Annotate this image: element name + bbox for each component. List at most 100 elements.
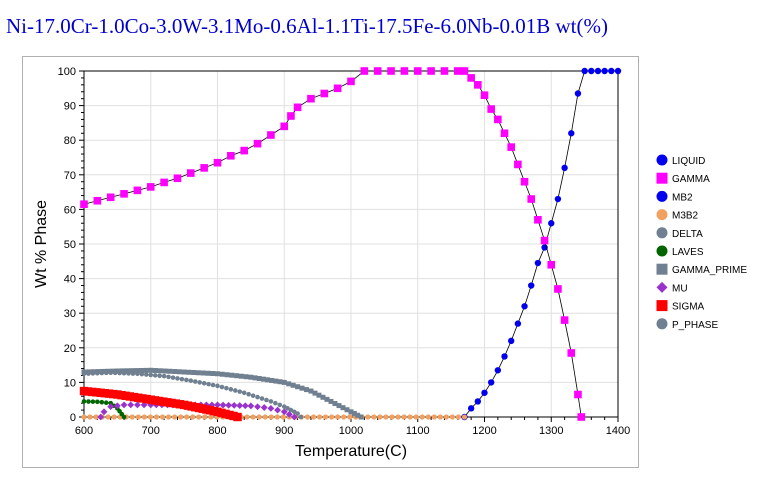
legend-marker-square bbox=[656, 172, 668, 184]
data-point-gamma bbox=[240, 146, 248, 155]
y-tick-labels: 0 10 20 30 40 50 60 70 80 90 100 bbox=[58, 66, 76, 424]
data-point-delta bbox=[170, 375, 176, 380]
x-tick-label: 1100 bbox=[406, 425, 430, 437]
data-point-sigma bbox=[233, 412, 242, 422]
data-point-delta bbox=[298, 414, 304, 420]
y-tick-label: 80 bbox=[64, 135, 76, 147]
data-point-m3b2 bbox=[208, 414, 214, 420]
data-point-gamma-prime bbox=[332, 401, 338, 407]
data-point-gamma bbox=[427, 67, 435, 75]
data-point-mu bbox=[267, 404, 275, 412]
data-point-m3b2 bbox=[347, 414, 353, 420]
data-point-gamma-prime bbox=[138, 367, 144, 373]
data-point-mu bbox=[241, 402, 249, 410]
legend-item-delta: DELTA bbox=[656, 227, 703, 240]
data-point-gamma-prime bbox=[316, 392, 322, 398]
data-point-delta bbox=[210, 382, 216, 388]
data-point-mu bbox=[140, 401, 148, 409]
y-tick-label: 90 bbox=[64, 101, 76, 113]
x-tick-label: 800 bbox=[208, 425, 226, 437]
data-point-gamma bbox=[534, 215, 542, 224]
data-point-mu bbox=[274, 406, 281, 414]
data-point-gamma-prime bbox=[320, 394, 326, 400]
data-point-mu bbox=[247, 402, 255, 410]
data-point-gamma bbox=[413, 67, 422, 75]
data-point-m3b2 bbox=[141, 414, 147, 420]
data-point-gamma bbox=[347, 77, 355, 86]
data-point-m3b2 bbox=[274, 414, 280, 420]
data-point-gamma-prime bbox=[215, 371, 220, 377]
data-point-gamma bbox=[567, 349, 576, 357]
data-point-delta bbox=[215, 383, 220, 389]
data-point-liquid bbox=[548, 220, 555, 227]
data-point-gamma bbox=[120, 190, 128, 198]
data-point-gamma bbox=[494, 115, 502, 124]
data-point-gamma-prime bbox=[210, 371, 216, 377]
legend-marker-diamond bbox=[656, 281, 668, 293]
x-tick-label: 1300 bbox=[539, 425, 563, 437]
data-point-liquid bbox=[588, 67, 595, 75]
data-point-gamma-prime bbox=[114, 368, 120, 374]
data-point-gamma bbox=[293, 103, 302, 112]
data-point-liquid bbox=[614, 67, 622, 75]
data-point-gamma-prime bbox=[205, 370, 211, 376]
data-point-laves bbox=[81, 399, 87, 404]
legend-item-laves: LAVES bbox=[656, 245, 704, 258]
y-tick-label: 40 bbox=[64, 274, 76, 286]
data-point-gamma-prime bbox=[148, 367, 154, 373]
legend-item-sigma: SIGMA bbox=[656, 300, 705, 313]
data-point-mu bbox=[113, 402, 121, 410]
data-point-m3b2 bbox=[371, 414, 377, 420]
data-point-gamma bbox=[514, 160, 522, 169]
data-point-delta bbox=[250, 393, 256, 398]
data-point-m3b2 bbox=[322, 414, 329, 420]
data-point-liquid bbox=[494, 367, 502, 374]
data-point-liquid bbox=[508, 337, 515, 345]
legend-label: SIGMA bbox=[672, 302, 705, 313]
x-tick-label: 600 bbox=[75, 425, 93, 437]
y-tick-label: 60 bbox=[64, 204, 76, 216]
data-point-delta bbox=[268, 399, 274, 404]
data-point-liquid bbox=[481, 389, 488, 396]
data-point-gamma-prime bbox=[81, 369, 87, 375]
legend-item-gamma-prime: GAMMA_PRIME bbox=[656, 263, 747, 276]
chart-frame: 600 700 800 900 1000 1100 1200 1300 1400 0 10 20 30… bbox=[22, 56, 639, 468]
y-tick-label: 70 bbox=[64, 170, 76, 182]
data-point-gamma bbox=[387, 67, 395, 75]
data-point-m3b2 bbox=[419, 414, 425, 420]
data-point-gamma-prime bbox=[312, 390, 318, 396]
data-point-gamma-prime bbox=[295, 384, 301, 390]
data-point-delta bbox=[255, 394, 260, 400]
data-point-gamma-prime bbox=[119, 368, 125, 374]
data-point-liquid bbox=[594, 67, 602, 75]
data-point-gamma-prime bbox=[153, 368, 159, 374]
data-point-gamma bbox=[480, 91, 489, 100]
data-point-gamma-prime bbox=[195, 370, 201, 376]
data-point-gamma-prime bbox=[86, 369, 92, 375]
data-point-gamma-prime bbox=[100, 368, 106, 374]
data-point-gamma bbox=[333, 84, 342, 93]
data-point-mu bbox=[214, 401, 221, 409]
data-point-m3b2 bbox=[184, 414, 190, 420]
data-point-gamma bbox=[307, 94, 315, 103]
data-point-m3b2 bbox=[329, 414, 335, 420]
data-point-liquid bbox=[467, 405, 475, 412]
data-point-m3b2 bbox=[178, 414, 184, 420]
data-point-gamma-prime bbox=[324, 396, 330, 402]
data-point-liquid bbox=[521, 303, 528, 310]
y-tick-label: 50 bbox=[64, 239, 76, 251]
data-point-m3b2 bbox=[256, 414, 262, 420]
data-point-gamma bbox=[454, 67, 462, 75]
data-point-m3b2 bbox=[335, 414, 341, 420]
data-point-gamma bbox=[187, 169, 195, 177]
data-point-gamma-prime bbox=[172, 369, 178, 375]
legend-marker-circle bbox=[656, 245, 668, 257]
data-point-m3b2 bbox=[262, 414, 268, 420]
series-liquid bbox=[461, 67, 622, 421]
data-point-gamma-prime bbox=[229, 372, 235, 378]
data-point-gamma bbox=[133, 186, 142, 195]
chart-svg: 600 700 800 900 1000 1100 1200 1300 1400 0 10 20 30… bbox=[33, 66, 630, 460]
data-point-m3b2 bbox=[437, 414, 443, 420]
data-point-gamma bbox=[200, 164, 208, 172]
legend-marker-circle bbox=[656, 209, 668, 221]
